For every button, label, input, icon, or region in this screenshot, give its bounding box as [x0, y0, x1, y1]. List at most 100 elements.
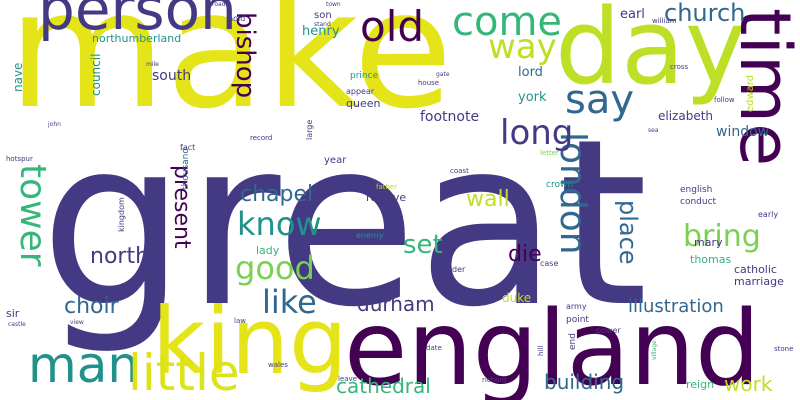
word-early: early [758, 210, 779, 219]
word-bishop: bishop [230, 12, 260, 99]
word-set: set [403, 230, 443, 260]
word-stone: stone [774, 345, 794, 353]
word-view: view [70, 319, 84, 326]
word-northumberland: northumberland [92, 32, 182, 45]
word-good: good [235, 249, 315, 287]
word-york: york [518, 90, 547, 105]
word-know: know [237, 205, 322, 243]
word-thomas: thomas [690, 253, 732, 266]
word-kingdom: kingdom [117, 197, 126, 232]
word-way: way [488, 27, 557, 67]
word-henry: henry [302, 24, 340, 39]
word-richard: richard [482, 376, 507, 384]
word-village: village [651, 340, 658, 360]
word-person: person [38, 0, 237, 43]
word-town: town [326, 1, 341, 8]
word-reign: reign [686, 378, 715, 391]
word-enemy: enemy [356, 231, 384, 240]
word-hold: hold [228, 14, 246, 23]
word-law: law [234, 317, 246, 325]
word-hotspur: hotspur [6, 155, 33, 163]
word-duke: duke [502, 291, 532, 305]
word-mile: mile [146, 61, 159, 68]
word-thousand: thousand [181, 147, 191, 190]
word-mary: mary [694, 236, 723, 249]
word-record: record [250, 134, 273, 142]
word-receive: receive [366, 191, 407, 204]
word-john: john [48, 121, 61, 128]
word-leave: leave [338, 375, 357, 383]
word-earl: earl [620, 7, 645, 22]
word-army: army [566, 302, 587, 311]
word-lord: lord [518, 65, 543, 80]
word-durham: durham [357, 292, 435, 316]
word-fact: fact [180, 143, 196, 152]
word-cathedral: cathedral [336, 374, 431, 398]
word-south: south [152, 68, 192, 84]
word-work: work [724, 372, 773, 396]
word-english: english [680, 185, 713, 195]
word-order: order [444, 265, 466, 274]
word-prince: prince [350, 71, 379, 81]
word-queen: queen [346, 97, 381, 110]
word-castle: castle [8, 321, 26, 328]
word-footnote: footnote [420, 109, 480, 125]
word-old: old [360, 2, 425, 51]
word-hill: hill [537, 345, 545, 356]
word-edward: edward [745, 74, 756, 112]
word-follow: follow [714, 96, 735, 104]
word-coast: coast [450, 167, 469, 175]
word-power: power [596, 326, 621, 335]
word-choir: choir [64, 294, 119, 319]
word-church: church [664, 0, 746, 27]
word-case: case [540, 259, 559, 268]
word-make: make [8, 0, 453, 145]
word-man: man [28, 336, 140, 394]
word-time: time [724, 8, 800, 167]
word-elizabeth: elizabeth [658, 109, 714, 123]
word-long: long [500, 113, 574, 153]
word-gate: gate [436, 71, 450, 78]
word-lady: lady [256, 244, 280, 257]
word-year: year [324, 155, 347, 166]
word-far: far [82, 183, 92, 191]
word-appear: appear [346, 87, 375, 96]
word-england: england [344, 289, 761, 400]
word-conduct: conduct [680, 197, 717, 207]
word-king: king [152, 288, 348, 395]
word-marriage: marriage [734, 275, 784, 288]
word-place: place [614, 200, 642, 265]
word-illustration: illustration [628, 296, 724, 317]
word-letter: letter [540, 149, 559, 157]
word-cross: cross [670, 63, 689, 71]
word-william: william [652, 17, 677, 25]
word-crown: crown [546, 180, 574, 190]
word-house: house [418, 79, 440, 87]
word-little: little [128, 344, 240, 400]
word-like: like [262, 283, 317, 321]
word-north: north [90, 244, 150, 269]
word-sir: sir [6, 307, 20, 320]
word-building: building [544, 370, 625, 394]
word-stand: stand [314, 21, 331, 28]
word-window: window [716, 124, 770, 140]
word-large: large [305, 119, 314, 140]
word-wall: wall [466, 187, 510, 212]
word-tower: tower [12, 164, 53, 267]
word-date: date [426, 344, 442, 352]
word-father: father [376, 183, 398, 191]
word-sea: sea [648, 127, 659, 134]
word-day: day [555, 0, 747, 108]
word-die: die [508, 242, 542, 267]
word-end: end [568, 333, 578, 350]
word-great: great [40, 91, 649, 358]
word-jane: jane [450, 177, 474, 190]
word-catholic: catholic [734, 263, 777, 276]
word-chapel: chapel [240, 182, 314, 207]
word-son: son [314, 10, 332, 21]
word-council: council [89, 53, 103, 96]
word-wales: wales [268, 361, 288, 369]
word-say: say [565, 77, 635, 123]
word-come: come [452, 0, 563, 45]
